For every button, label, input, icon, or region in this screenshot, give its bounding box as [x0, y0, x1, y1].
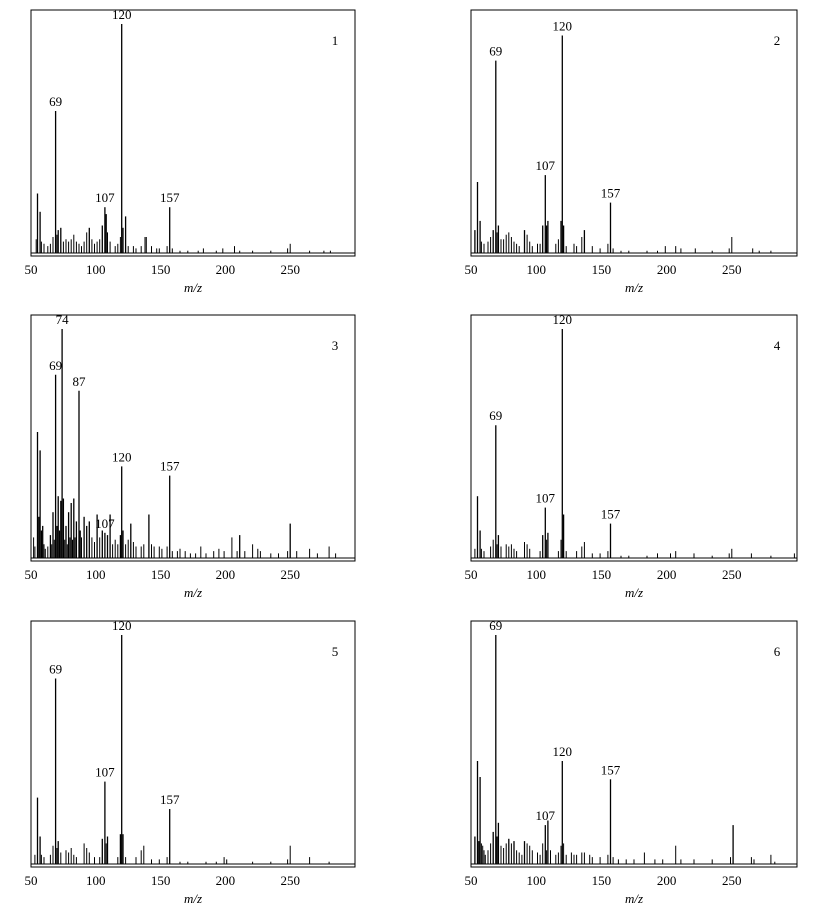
x-axis-title: m/z [625, 891, 643, 906]
x-tick-label: 50 [465, 567, 478, 582]
x-tick-label: 150 [151, 567, 171, 582]
x-tick-label: 250 [722, 262, 742, 277]
x-tick-label: 50 [465, 262, 478, 277]
x-tick-label: 100 [86, 873, 106, 888]
x-tick-label: 200 [657, 873, 677, 888]
peak-label: 107 [95, 516, 115, 531]
x-tick-label: 250 [280, 567, 300, 582]
peak-label: 69 [489, 618, 502, 633]
x-tick-label: 250 [722, 567, 742, 582]
x-tick-label: 100 [526, 873, 546, 888]
peak-label: 120 [553, 19, 573, 34]
x-axis-title: m/z [625, 280, 643, 295]
panel-label: 2 [774, 33, 781, 48]
x-tick-label: 100 [526, 262, 546, 277]
x-tick-label: 50 [25, 262, 38, 277]
panel-label: 1 [332, 33, 339, 48]
x-axis-title: m/z [184, 280, 202, 295]
peak-label: 107 [95, 765, 115, 780]
panel-label: 4 [774, 338, 781, 353]
x-tick-label: 150 [592, 567, 612, 582]
x-tick-label: 150 [592, 873, 612, 888]
spectrum-panel-3: 69 74 87 107 120 157 3 50 100 150 200 250 m/z [25, 312, 356, 600]
x-axis-title: m/z [184, 891, 202, 906]
peak-label: 107 [536, 491, 556, 506]
peak-label: 157 [160, 792, 180, 807]
peak-label: 69 [489, 408, 502, 423]
x-tick-label: 50 [25, 873, 38, 888]
peak-label: 107 [536, 808, 556, 823]
peak-label: 69 [49, 662, 62, 677]
x-tick-label: 250 [722, 873, 742, 888]
peak-label: 157 [601, 507, 621, 522]
x-axis-title: m/z [184, 585, 202, 600]
peak-label: 120 [112, 7, 132, 22]
x-tick-label: 200 [657, 262, 677, 277]
plot-frame [30, 9, 356, 257]
peak-label: 157 [160, 459, 180, 474]
panel-label: 5 [332, 644, 339, 659]
plot-frame [470, 9, 798, 257]
plot-frame [470, 620, 798, 868]
plot-frame [30, 620, 356, 868]
peak-label: 157 [601, 186, 621, 201]
x-tick-label: 100 [526, 567, 546, 582]
x-tick-label: 100 [86, 262, 106, 277]
panel-label: 3 [332, 338, 339, 353]
x-tick-label: 200 [657, 567, 677, 582]
spectrum-panel-6: 69 107 120 157 6 50 100 150 200 250 m/z [465, 618, 798, 906]
peak-label: 120 [112, 618, 132, 633]
panel-label: 6 [774, 644, 781, 659]
peak-label: 157 [601, 762, 621, 777]
peak-label: 107 [536, 158, 556, 173]
x-tick-label: 150 [151, 873, 171, 888]
x-tick-label: 200 [216, 873, 236, 888]
x-tick-label: 150 [151, 262, 171, 277]
peak-label: 87 [73, 374, 87, 389]
peak-label: 69 [49, 94, 62, 109]
peak-label: 69 [489, 44, 502, 59]
x-tick-label: 250 [280, 262, 300, 277]
peak-label: 74 [56, 312, 70, 327]
x-tick-label: 50 [25, 567, 38, 582]
peak-label: 157 [160, 190, 180, 205]
x-axis-title: m/z [625, 585, 643, 600]
x-tick-label: 200 [216, 567, 236, 582]
peak-label: 69 [49, 358, 62, 373]
peak-label: 120 [553, 744, 573, 759]
plot-frame [470, 314, 798, 562]
plot-frame [30, 314, 356, 562]
spectrum-panel-5: 69 107 120 157 5 50 100 150 200 250 m/z [25, 618, 356, 906]
peak-label: 120 [112, 449, 132, 464]
x-tick-label: 150 [592, 262, 612, 277]
peak-label: 120 [553, 312, 573, 327]
x-tick-label: 50 [465, 873, 478, 888]
x-tick-label: 100 [86, 567, 106, 582]
peak-label: 107 [95, 190, 115, 205]
x-tick-label: 200 [216, 262, 236, 277]
spectrum-panel-4: 69 107 120 157 4 50 100 150 200 250 m/z [465, 312, 798, 600]
x-tick-label: 250 [280, 873, 300, 888]
